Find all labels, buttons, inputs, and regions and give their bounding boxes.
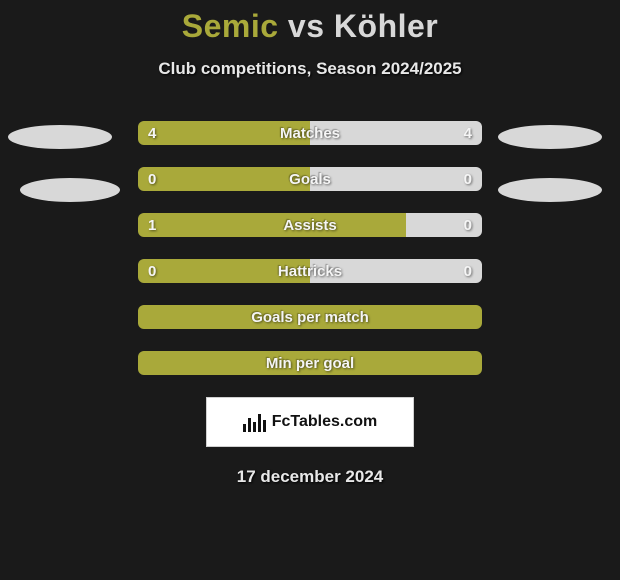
stat-bar-p1 <box>138 213 406 237</box>
stat-label: Min per goal <box>266 355 354 372</box>
decorative-ellipse <box>498 125 602 149</box>
stat-value-p1: 0 <box>148 263 156 280</box>
logo-bars-icon <box>243 412 266 432</box>
stat-value-p2: 4 <box>464 125 472 142</box>
stat-value-p2: 0 <box>464 263 472 280</box>
stat-row: Goals per match <box>138 305 482 329</box>
stat-bar-p2 <box>310 167 482 191</box>
player2-name: Köhler <box>334 8 438 44</box>
stat-value-p1: 1 <box>148 217 156 234</box>
comparison-infographic: Semic vs Köhler Club competitions, Seaso… <box>0 0 620 580</box>
stat-bar-p1 <box>138 167 310 191</box>
decorative-ellipse <box>498 178 602 202</box>
stat-label: Goals per match <box>251 309 369 326</box>
stat-row: Hattricks 0 0 <box>138 259 482 283</box>
brand-logo: FcTables.com <box>206 397 414 447</box>
footer-date: 17 december 2024 <box>0 467 620 487</box>
stat-row: Goals 0 0 <box>138 167 482 191</box>
brand-text: FcTables.com <box>272 413 378 431</box>
title-vs: vs <box>288 8 325 44</box>
stat-value-p2: 0 <box>464 171 472 188</box>
stat-label: Hattricks <box>278 263 342 280</box>
player1-name: Semic <box>182 8 279 44</box>
page-title: Semic vs Köhler <box>0 8 620 45</box>
stat-value-p1: 0 <box>148 171 156 188</box>
decorative-ellipse <box>20 178 120 202</box>
subtitle: Club competitions, Season 2024/2025 <box>0 59 620 79</box>
stat-row: Matches 4 4 <box>138 121 482 145</box>
stat-value-p2: 0 <box>464 217 472 234</box>
stat-rows: Matches44Goals00Assists10Hattricks00Goal… <box>0 121 620 375</box>
stat-label: Assists <box>283 217 336 234</box>
stat-row: Assists 1 0 <box>138 213 482 237</box>
stat-row: Min per goal <box>138 351 482 375</box>
stat-label: Matches <box>280 125 340 142</box>
stat-label: Goals <box>289 171 331 188</box>
decorative-ellipse <box>8 125 112 149</box>
stat-value-p1: 4 <box>148 125 156 142</box>
